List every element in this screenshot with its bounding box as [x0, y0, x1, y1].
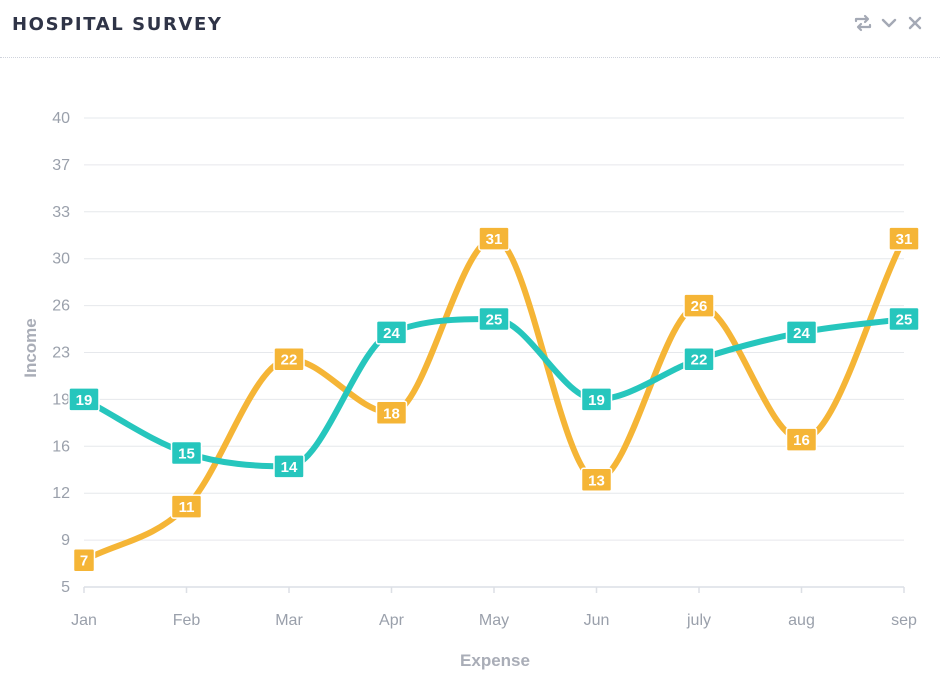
y-tick-label: 9: [61, 532, 70, 549]
x-tick-label: july: [686, 612, 711, 629]
data-label: 22: [683, 346, 715, 372]
x-tick-label: aug: [788, 612, 815, 629]
y-tick-label: 40: [52, 110, 70, 127]
data-label: 7: [72, 547, 96, 573]
data-label-text: 25: [486, 312, 503, 329]
data-label-box: [683, 346, 715, 372]
data-label-text: 15: [178, 446, 195, 463]
data-label-box: [375, 400, 408, 426]
data-label-box: [68, 387, 100, 412]
x-tick-label: Mar: [275, 612, 303, 629]
x-tick-label: Apr: [379, 612, 405, 629]
data-label-box: [580, 467, 613, 493]
data-label: 19: [68, 387, 100, 412]
x-tick-label: Feb: [173, 612, 201, 629]
data-label-box: [580, 387, 613, 412]
y-tick-label: 37: [52, 157, 70, 174]
data-label-text: 24: [793, 325, 810, 342]
data-label-box: [785, 427, 818, 452]
data-label: 22: [273, 346, 305, 372]
chevron-down-icon[interactable]: [878, 12, 900, 34]
data-label: 15: [170, 440, 203, 466]
x-tick-label: sep: [891, 612, 917, 629]
series-line-2: [81, 316, 907, 470]
data-label: 19: [580, 387, 613, 412]
y-tick-label: 19: [52, 391, 70, 408]
data-label-text: 31: [486, 231, 503, 248]
y-tick-label: 12: [52, 485, 70, 502]
data-label-text: 19: [588, 392, 605, 409]
data-label-text: 11: [179, 499, 195, 516]
data-label-box: [273, 454, 305, 479]
data-label-box: [683, 293, 715, 318]
card-title: HOSPITAL SURVEY: [12, 14, 223, 35]
data-label-box: [478, 306, 510, 332]
x-tick-label: Jun: [584, 612, 610, 629]
data-label-box: [273, 346, 305, 372]
data-label-box: [888, 226, 920, 251]
data-label: 24: [375, 320, 408, 345]
data-label-text: 16: [793, 432, 810, 449]
close-icon[interactable]: [904, 12, 926, 34]
data-label: 18: [375, 400, 408, 426]
data-label-text: 24: [383, 325, 400, 342]
data-label-text: 31: [896, 231, 913, 248]
data-label-text: 13: [588, 472, 605, 489]
data-label: 24: [785, 320, 818, 345]
data-label: 16: [785, 427, 818, 452]
data-label: 25: [888, 306, 920, 332]
data-label-text: 25: [896, 312, 913, 329]
card-header: HOSPITAL SURVEY: [0, 0, 940, 58]
data-label: 13: [580, 467, 613, 493]
data-label-text: 22: [691, 352, 708, 369]
x-axis-title: Expense: [460, 651, 530, 670]
data-label: 31: [478, 226, 510, 251]
data-label-text: 18: [383, 405, 400, 422]
data-label-box: [170, 440, 203, 466]
y-axis-title: Income: [21, 318, 40, 378]
data-label: 14: [273, 454, 305, 479]
data-label: 31: [888, 226, 920, 251]
data-label: 26: [683, 293, 715, 318]
data-label-box: [375, 320, 408, 345]
data-label-text: 7: [80, 553, 88, 570]
data-label-box: [72, 547, 96, 573]
y-tick-label: 26: [52, 298, 70, 315]
data-label-text: 19: [76, 392, 93, 409]
x-tick-label: Jan: [71, 612, 97, 629]
data-label-box: [478, 226, 510, 251]
axes: 5 9 12 16 19 23 26 30 33 37 40 Jan Feb Mar Apr May Jun ju…: [52, 110, 917, 629]
data-label-text: 14: [281, 459, 298, 476]
y-tick-label: 5: [61, 579, 70, 596]
y-tick-label: 16: [52, 438, 70, 455]
data-label-box: [785, 320, 818, 345]
y-tick-label: 23: [52, 345, 70, 362]
data-label: 25: [478, 306, 510, 332]
series-line-1: [81, 235, 907, 564]
y-tick-label: 33: [52, 204, 70, 221]
refresh-icon[interactable]: [852, 12, 874, 34]
data-label-box: [170, 494, 203, 519]
card-tools: [852, 12, 926, 34]
data-label-text: 26: [691, 298, 708, 315]
data-label-text: 22: [281, 352, 298, 369]
y-tick-label: 30: [52, 251, 70, 268]
data-label: 11: [170, 494, 203, 519]
x-tick-label: May: [479, 612, 509, 629]
data-labels: 7 11 22 18 31 13 26 16 31 19 15 14 24 25 19 22 24 25: [68, 226, 920, 573]
data-label-box: [888, 306, 920, 332]
